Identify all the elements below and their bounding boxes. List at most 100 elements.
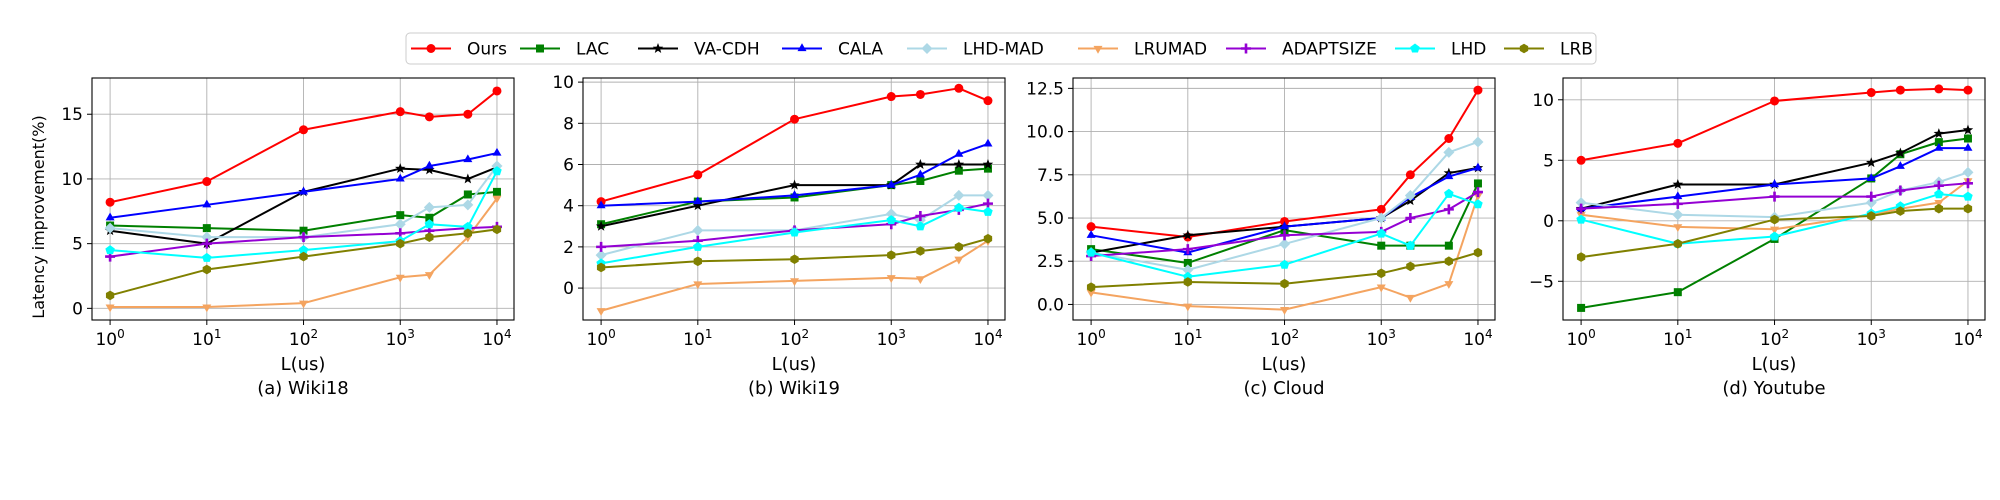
- legend-label: LHD: [1451, 40, 1486, 60]
- data-point: [202, 199, 212, 208]
- data-point: [1673, 288, 1682, 297]
- data-point: [1770, 226, 1780, 235]
- data-point: [954, 242, 964, 252]
- data-point: [1576, 155, 1586, 165]
- data-point: [1473, 85, 1483, 95]
- x-tick-label: 100: [1566, 327, 1595, 350]
- data-point: [298, 245, 309, 255]
- y-tick-label: 0.0: [1037, 295, 1064, 315]
- data-point: [1086, 282, 1096, 292]
- data-point: [394, 218, 406, 230]
- data-point: [885, 208, 897, 220]
- data-point: [1183, 258, 1192, 267]
- data-point: [202, 224, 211, 233]
- chart-panel: 100 101 102 103 104 −5 0 5 10 L(us) (d) Youtube: [1529, 77, 1986, 399]
- data-point: [1405, 294, 1415, 303]
- data-point: [1376, 228, 1387, 238]
- series-LRB: [1086, 247, 1483, 292]
- data-point: [1769, 231, 1780, 241]
- series-CALA: [596, 138, 993, 209]
- y-tick-label: 8: [563, 114, 574, 134]
- data-point: [202, 252, 212, 262]
- data-point: [595, 220, 607, 231]
- x-tick-label: 101: [683, 327, 712, 350]
- legend-label: VA-CDH: [694, 40, 760, 60]
- data-point: [1933, 180, 1944, 191]
- data-point: [1769, 191, 1780, 202]
- data-point: [1443, 146, 1455, 158]
- series-CALA: [105, 147, 502, 221]
- data-point: [1444, 241, 1453, 250]
- x-tick-label: 104: [973, 327, 1002, 350]
- series-LRB: [596, 233, 993, 273]
- data-point: [915, 221, 926, 231]
- data-point: [954, 166, 963, 175]
- x-tick-label: 101: [1663, 327, 1692, 350]
- data-point: [1444, 256, 1454, 267]
- y-tick-label: 10: [1532, 91, 1554, 111]
- data-point: [1279, 230, 1290, 241]
- data-point: [790, 254, 799, 265]
- series-Ours: [1576, 84, 1973, 165]
- data-point: [1280, 226, 1289, 235]
- data-point: [105, 212, 115, 221]
- chart-title: (b) Wiki19: [748, 378, 840, 399]
- data-point: [395, 163, 406, 174]
- data-point: [1895, 147, 1906, 158]
- x-tick-label: 102: [1270, 327, 1299, 350]
- data-point: [915, 276, 925, 285]
- data-point: [1673, 138, 1683, 148]
- data-point: [596, 262, 606, 273]
- legend-marker: [1519, 43, 1529, 54]
- data-point: [983, 96, 993, 106]
- data-point: [299, 125, 309, 135]
- data-point: [1963, 203, 1973, 214]
- data-point: [1405, 170, 1415, 180]
- data-point: [462, 199, 474, 211]
- y-tick-label: 5: [1543, 151, 1554, 171]
- x-tick-label: 100: [586, 327, 615, 350]
- series-Ours: [596, 83, 993, 207]
- data-point: [982, 189, 994, 201]
- chart-panel: 100 101 102 103 104 0.0 2.5 5.0 7.5 10.0 12.5 L(us)…: [1026, 77, 1496, 399]
- data-point: [1672, 209, 1684, 221]
- data-point: [693, 170, 703, 180]
- data-point: [1404, 190, 1416, 202]
- x-tick-label: 100: [1076, 327, 1105, 350]
- data-point: [954, 83, 964, 93]
- data-point: [1473, 162, 1483, 171]
- data-point: [1865, 197, 1877, 209]
- data-point: [915, 89, 925, 99]
- data-point: [492, 86, 502, 96]
- data-point: [424, 219, 435, 229]
- data-point: [1673, 224, 1683, 233]
- data-point: [1673, 238, 1682, 249]
- data-point: [790, 114, 800, 124]
- legend-item: LHD-MAD: [907, 40, 1044, 60]
- series-LRB: [105, 224, 502, 301]
- data-point: [1934, 138, 1943, 147]
- data-point: [1280, 278, 1289, 289]
- chart-title: (a) Wiki18: [257, 378, 349, 399]
- data-point: [1896, 206, 1905, 216]
- data-point: [887, 250, 896, 260]
- data-point: [1963, 191, 1973, 201]
- x-tick-label: 103: [386, 327, 415, 350]
- axes-frame: [1072, 77, 1496, 321]
- y-tick-label: 15: [61, 105, 83, 125]
- data-point: [915, 159, 926, 169]
- data-point: [1375, 212, 1387, 224]
- x-tick-label: 102: [1760, 327, 1789, 350]
- data-point: [886, 275, 896, 283]
- legend-item: ADAPTSIZE: [1226, 40, 1377, 60]
- legend-item: LAC: [520, 40, 609, 60]
- data-point: [462, 173, 474, 184]
- data-point: [1182, 229, 1194, 240]
- data-point: [1895, 185, 1906, 196]
- data-point: [1770, 179, 1780, 188]
- x-tick-label: 103: [1367, 327, 1396, 350]
- data-point: [789, 227, 800, 237]
- data-point: [1086, 247, 1096, 257]
- data-point: [954, 256, 964, 265]
